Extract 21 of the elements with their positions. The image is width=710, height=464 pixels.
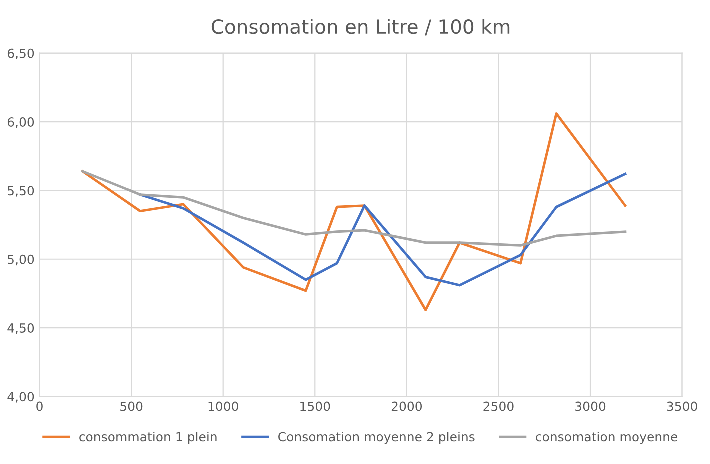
y-tick-label: 5,50 (8, 186, 34, 197)
y-tick-label: 6,50 (8, 48, 34, 60)
x-tick-label: 1500 (300, 402, 330, 412)
x-tick-label: 500 (120, 402, 143, 412)
line-series (81, 112, 627, 312)
x-tick-label: 3000 (576, 402, 606, 412)
x-tick-label: 3500 (667, 402, 698, 412)
chart-title: Consomation en Litre / 100 km (212, 19, 510, 36)
x-tick-label: 0 (36, 402, 43, 412)
x-tick-label: 2000 (392, 402, 422, 412)
y-tick-label: 4,50 (8, 324, 34, 334)
y-tick-label: 6,00 (8, 118, 34, 128)
x-tick-label: 2500 (484, 402, 514, 412)
legend-label: consommation 1 plein (80, 432, 217, 444)
legend-label: consomation moyenne (536, 432, 678, 444)
x-tick-label: 1000 (208, 402, 238, 412)
y-tick-label: 5,00 (8, 254, 34, 266)
line-series (139, 172, 627, 287)
line-series (81, 170, 627, 247)
y-tick-label: 4,00 (8, 392, 34, 403)
legend-label: Consomation moyenne 2 pleins (278, 432, 475, 444)
